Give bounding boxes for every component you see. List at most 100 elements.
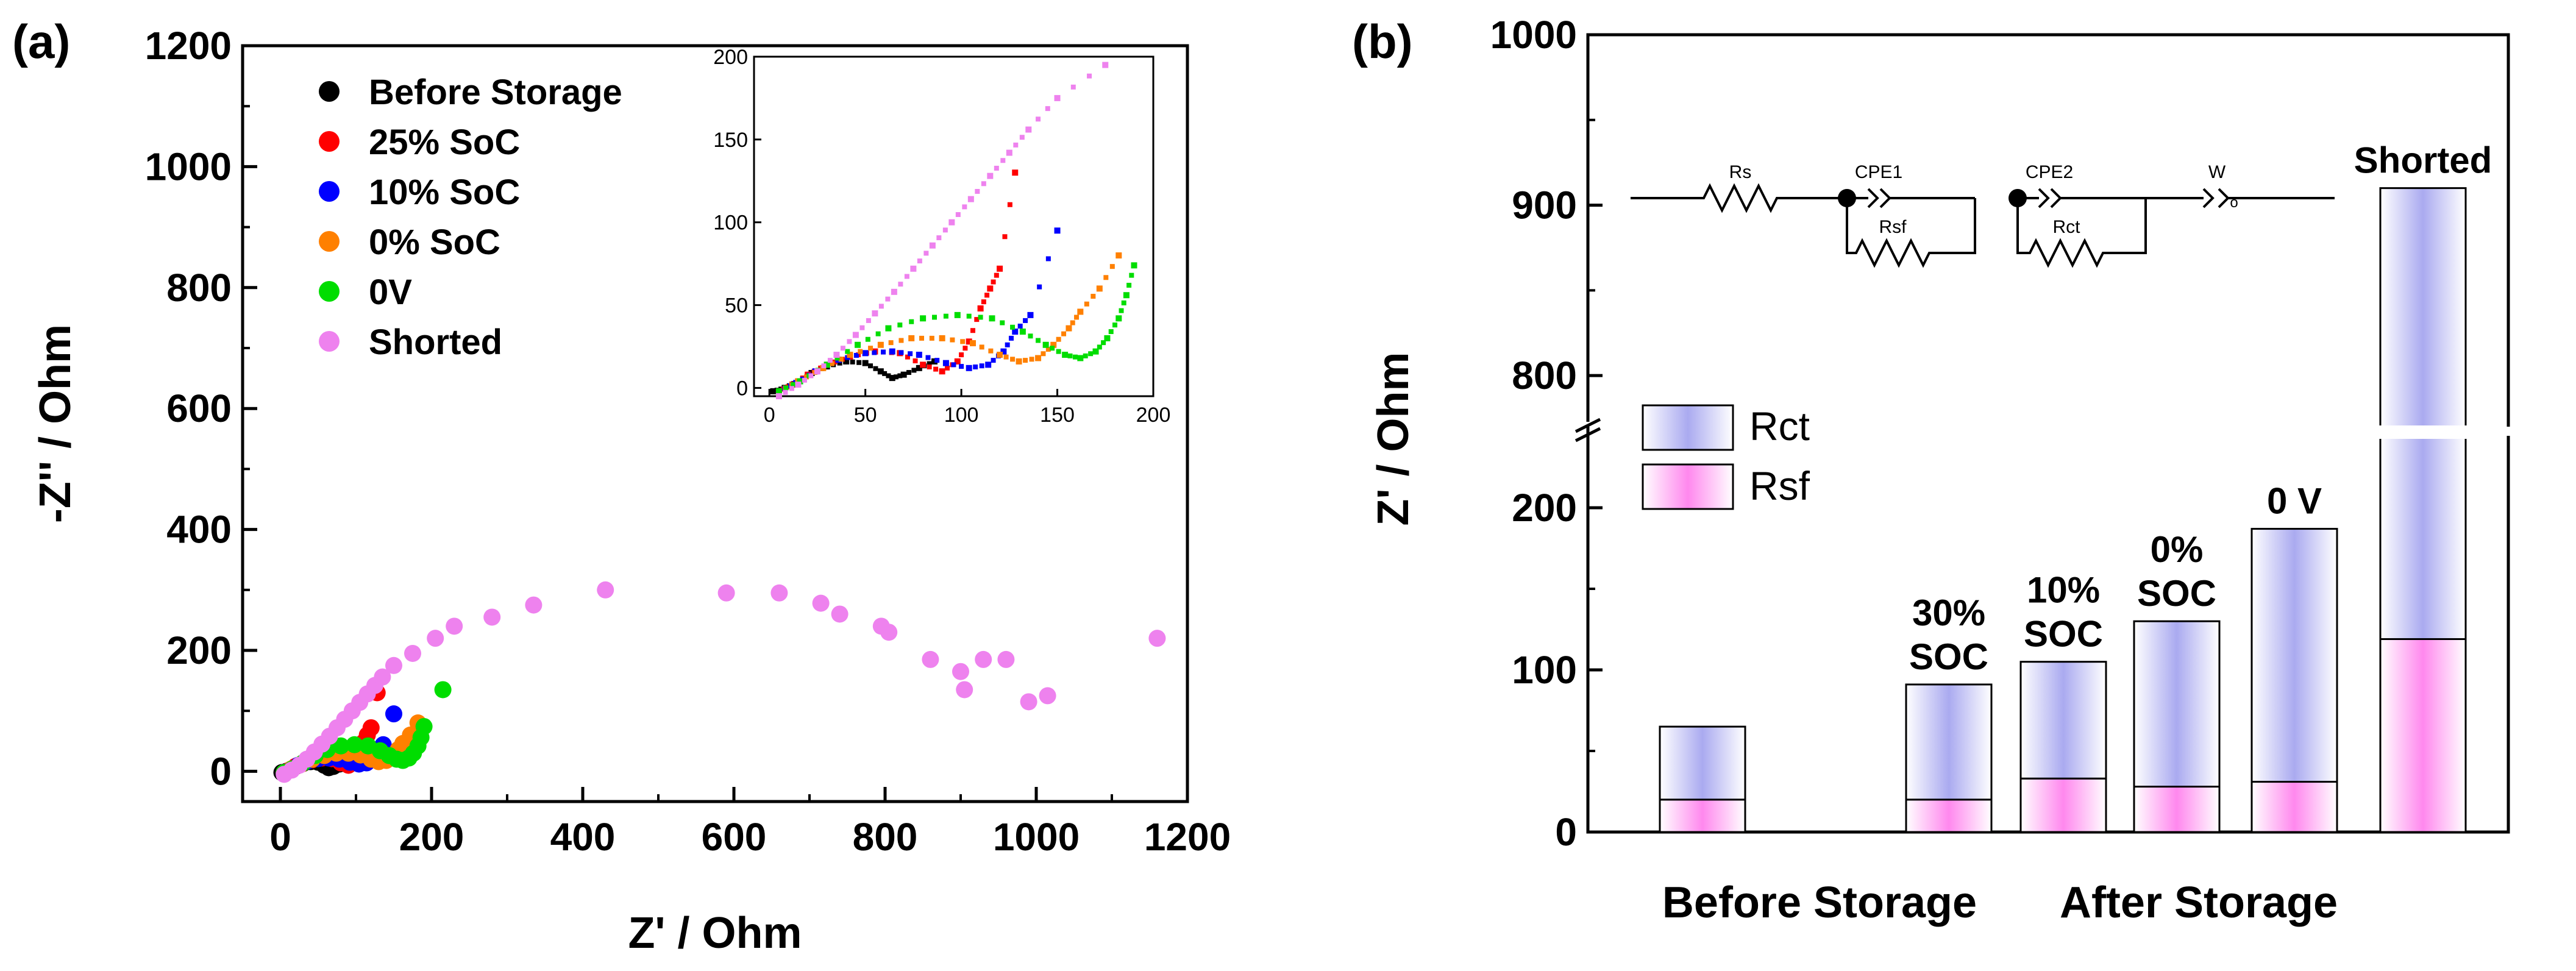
inset-data-point [1056, 349, 1061, 354]
inset-y-tick-label: 50 [725, 294, 748, 318]
inset-data-point [1092, 348, 1099, 355]
inset-data-point [1126, 282, 1132, 288]
bar-rsf [2133, 786, 2221, 833]
inset-data-point [1054, 227, 1061, 234]
inset-data-point [797, 378, 803, 385]
data-point [956, 681, 973, 699]
legend-label: Shorted [369, 322, 502, 362]
inset-data-point [1072, 354, 1078, 360]
x-tick-label: 200 [399, 815, 464, 859]
inset-data-point [1050, 346, 1055, 351]
legend-label: 25% SoC [369, 123, 520, 162]
inset-data-point [856, 360, 862, 365]
inset-data-point [834, 355, 840, 361]
inset-data-point [920, 315, 927, 322]
equivalent-circuit [1631, 183, 2335, 268]
inset-data-point [1077, 308, 1084, 315]
legend-swatch-rsf [1642, 463, 1734, 510]
y-tick-label: 800 [166, 266, 232, 310]
inset-data-point [878, 304, 884, 309]
inset-data-point [859, 325, 865, 330]
inset-data-point [1115, 252, 1122, 259]
inset-data-point [847, 352, 853, 358]
bar-rct [2019, 661, 2107, 780]
inset-data-point [894, 374, 899, 380]
inset-y-tick-label: 200 [713, 46, 748, 69]
inset-data-point [904, 274, 909, 279]
data-point [483, 608, 501, 626]
inset-data-point [916, 365, 922, 371]
inset-data-point [989, 315, 995, 322]
data-point [404, 644, 421, 662]
legend-label: 0V [369, 272, 412, 312]
inset-data-point [994, 272, 999, 278]
inset-data-point [948, 219, 955, 226]
bar-label: 30% [1912, 592, 1985, 633]
inset-data-point [969, 340, 976, 347]
inset-data-point [1012, 169, 1019, 176]
inset-data-point [808, 373, 814, 379]
inset-data-point [954, 311, 961, 318]
bar-rct [2250, 528, 2338, 783]
panel-label-b: (b) [1352, 15, 1413, 68]
data-point [525, 596, 543, 614]
legend-label: Before Storage [369, 73, 622, 112]
inset-data-point [877, 341, 884, 348]
inset-data-point [802, 377, 807, 383]
inset-data-point [979, 363, 984, 369]
inset-data-point [891, 288, 897, 295]
circuit-label-w-sub: o [2230, 194, 2238, 211]
inset-data-point [1050, 341, 1057, 348]
data-point [880, 624, 898, 641]
legend-label: 0% SoC [369, 222, 500, 262]
inset-data-point [987, 285, 994, 292]
inset-data-point [1010, 357, 1016, 362]
inset-data-point [913, 358, 918, 364]
x-tick-label: 600 [702, 815, 767, 859]
inset-data-point [873, 366, 878, 371]
inset-data-point [942, 360, 949, 366]
inset-data-point [939, 368, 945, 375]
data-point [717, 584, 735, 602]
inset-data-point [932, 315, 938, 320]
inset-data-point [1070, 84, 1076, 90]
data-point [1039, 687, 1056, 705]
bar-rsf [2019, 777, 2107, 833]
data-point [831, 605, 849, 623]
inset-data-point [897, 373, 903, 379]
data-point [952, 663, 969, 680]
inset-data-point [1006, 149, 1012, 156]
inset-data-point [885, 325, 892, 332]
inset-data-point [838, 357, 844, 362]
legend-label-rsf: Rsf [1749, 463, 1810, 508]
inset-data-point [872, 350, 877, 355]
inset-data-point [970, 328, 975, 333]
inset-data-point [1041, 351, 1046, 357]
inset-data-point [908, 351, 913, 357]
inset-data-point [1000, 158, 1006, 163]
inset-data-point [1054, 94, 1061, 101]
inset-data-point [973, 364, 978, 369]
inset-data-point [1045, 256, 1051, 261]
axis-break-marks [1574, 418, 1601, 443]
inset-data-point [862, 360, 869, 366]
data-point [812, 594, 830, 612]
inset-data-point [775, 393, 782, 399]
inset-data-point [789, 386, 794, 391]
bar-rct [2379, 187, 2467, 640]
circuit-label-cpe1: CPE1 [1855, 162, 1902, 182]
inset-data-point [1023, 358, 1028, 363]
inset-data-point [1061, 331, 1067, 336]
inset-data-point [919, 335, 925, 341]
data-point [374, 668, 391, 686]
inset-data-point [1097, 344, 1102, 350]
inset-data-point [906, 370, 912, 375]
inset-data-point [991, 358, 996, 363]
inset-data-point [1007, 202, 1012, 207]
inset-data-point [881, 349, 886, 355]
inset-data-point [1062, 352, 1069, 358]
inset-data-point [951, 362, 956, 368]
inset-data-point [954, 358, 961, 365]
inset-data-point [897, 322, 903, 328]
